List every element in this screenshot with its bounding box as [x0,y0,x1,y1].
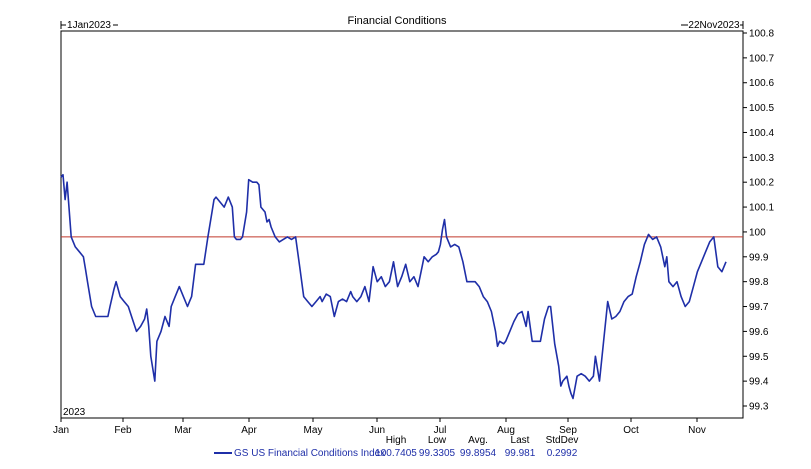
y-tick-label: 99.9 [749,252,769,263]
x-axis: Jan Feb Mar Apr May Jun Jul Aug Sep Oct Nov [53,418,706,436]
y-tick-label: 100 [749,227,766,238]
y-tick-label: 99.3 [749,402,769,413]
y-tick-label: 99.8 [749,277,769,288]
plot-frame [60,30,744,419]
x-tick-label: Aug [497,425,515,436]
y-tick-label: 100.2 [749,178,774,189]
y-tick-label: 100.7 [749,53,774,64]
y-tick-label: 100.3 [749,153,774,164]
legend-entry: GS US Financial Conditions Index [214,448,385,459]
stats-value: 100.7405 [375,448,417,459]
start-date-label: 1Jan2023 [67,20,111,31]
x-tick-label: Nov [688,425,706,436]
stats-value: 99.3305 [419,448,456,459]
x-tick-label: Mar [174,425,192,436]
stats-value: 0.2992 [547,448,578,459]
chart-title: Financial Conditions [347,15,447,27]
y-tick-label: 99.7 [749,302,769,313]
y-tick-label: 99.4 [749,377,769,388]
x-tick-label: Sep [559,425,577,436]
stats-header: Avg. [468,435,488,446]
stats-table: High Low Avg. Last StdDev GS US Financial Co… [214,435,578,459]
stats-header: Low [428,435,447,446]
y-tick-label: 100.1 [749,203,774,214]
start-date-marker: 1Jan2023 [60,18,118,31]
stats-value: 99.8954 [460,448,497,459]
stats-header: Last [511,435,530,446]
x-tick-label: May [304,425,323,436]
stats-header: StdDev [546,435,579,446]
legend-series-name: GS US Financial Conditions Index [234,448,385,459]
y-tick-label: 99.5 [749,352,769,363]
series-line-gs-fci [60,173,727,400]
y-tick-label: 100.6 [749,78,774,89]
year-label: 2023 [63,407,86,418]
x-tick-label: Jan [53,425,69,436]
y-tick-label: 100.8 [749,29,774,40]
end-date-marker: 22Nov2023 [681,18,744,31]
end-date-label: 22Nov2023 [688,20,740,31]
stats-header: High [386,435,407,446]
x-tick-label: Jul [434,425,447,436]
y-tick-label: 100.4 [749,128,774,139]
x-tick-label: Apr [241,425,257,436]
x-tick-label: Oct [623,425,639,436]
x-tick-label: Feb [114,425,132,436]
x-tick-label: Jun [369,425,385,436]
stats-value: 99.981 [505,448,536,459]
y-axis: 99.3 99.4 99.5 99.6 99.7 99.8 99.9 100 100.1 100.… [743,29,774,413]
y-tick-label: 99.6 [749,327,769,338]
y-tick-label: 100.5 [749,103,774,114]
